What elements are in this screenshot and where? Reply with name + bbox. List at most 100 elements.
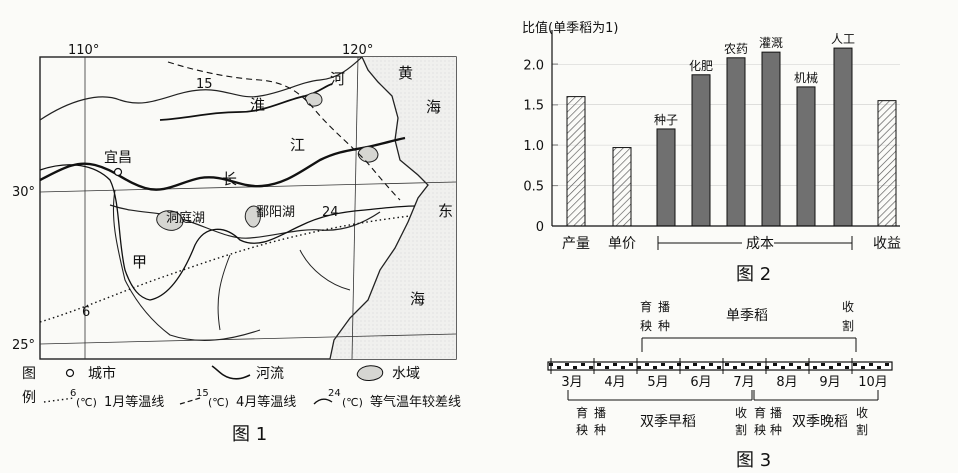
axis-dash [845,366,849,369]
legend-apr-iso-line [179,397,201,405]
legend-jan-val: 6 [70,388,76,399]
bar-7 [796,86,816,227]
huai-river [159,83,333,121]
early-end-bot: 割 [735,422,747,437]
timeline-figure: 育 播 秧 种 单季稻 收 割 3月 4月 5月 6月 7月 8月 9月 10月 育 播 秧 … [547,299,893,437]
axis-dash [869,363,873,366]
dongting-lake [156,210,184,231]
legend-apr-val: 15 [196,388,209,399]
axis-dash [741,363,745,366]
x-tick-label: 产量 [562,236,590,252]
y-tick-label: 0 [536,220,544,235]
month-label: 8月 [776,375,797,390]
late-name: 双季晚稻 [792,414,848,430]
axis-dash [613,363,617,366]
month-label: 6月 [690,375,711,390]
yichang-city-marker [113,167,123,177]
early-start-top-2: 播 [594,406,606,420]
isoline-label-15: 15 [196,77,213,92]
label-chang: 长 [222,170,237,188]
bar-label: 灌溉 [759,36,783,50]
legend-apr-label: 4月等温线 [236,394,296,410]
early-end-top: 收 [735,406,747,420]
axis-dash [709,363,713,366]
axis-dash [669,366,673,369]
axis-dash [773,363,777,366]
bars [566,47,897,227]
month-labels: 3月 4月 5月 6月 7月 8月 9月 10月 [550,358,888,390]
late-start-bot-1: 秧 [754,423,766,437]
late-start-bot-2: 种 [770,423,782,437]
axis-dash [853,363,857,366]
lon-label-120: 120° [342,43,373,58]
bar-label: 人工 [831,32,855,46]
isoline-label-6: 6 [82,305,90,320]
single-start-bot-2: 种 [658,319,670,333]
axis-dash [677,363,681,366]
axis-dash [781,366,785,369]
axis-dash [813,366,817,369]
axis-dash [797,366,801,369]
month-label: 3月 [561,375,582,390]
isoline-label-24: 24 [322,205,339,220]
cost-group-label: 成本 [746,236,774,252]
legend-tu: 图 [22,366,36,382]
late-start-top-1: 育 [754,405,766,420]
taihu-lake [357,146,379,163]
axis-dash [645,363,649,366]
isotherm-jan-6 [39,215,411,323]
boundary-west [112,189,261,341]
axis-dash [693,363,697,366]
axis-dash [565,363,569,366]
label-huai: 淮 [250,96,265,114]
axis-dash [821,363,825,366]
axis-dash [861,366,865,369]
hongze-lake [304,92,323,107]
label-yichang: 宜昌 [104,150,132,166]
legend-city-icon [65,368,75,378]
axis-dash [837,363,841,366]
legend-water-label: 水域 [392,366,420,382]
axis-dash [629,363,633,366]
legend-water-icon [356,365,384,381]
lat-label-30: 30° [12,185,35,200]
axis-dash [805,363,809,366]
y-tick-label: 1.5 [523,99,544,114]
legend-range-unit: (℃) [342,396,363,409]
month-label: 4月 [604,375,625,390]
parallel-30 [39,181,457,193]
meridian-120 [351,56,359,360]
bar-label: 机械 [794,70,818,85]
axis-dash [573,366,577,369]
boundary-east [217,249,351,331]
month-label: 5月 [647,375,668,390]
legend-jan-iso-line [43,397,75,403]
bar-label: 农药 [724,42,748,56]
early-name: 双季早稻 [640,414,696,430]
axis-dash [757,363,761,366]
single-start-bot-1: 秧 [640,319,652,333]
bar-label: 种子 [654,113,678,127]
x-tick-label: 单价 [608,236,636,252]
bar-8 [833,47,853,227]
legend-city-label: 城市 [88,365,116,382]
axis-dash [581,363,585,366]
late-end-top: 收 [856,406,868,420]
axis-dash [877,366,881,369]
parallel-25 [39,333,457,345]
month-label: 9月 [819,375,840,390]
month-label: 10月 [858,375,888,390]
axis-dash [725,363,729,366]
legend-apr-unit: (℃) [208,396,229,409]
axis-dash [701,366,705,369]
sea-area [330,57,456,359]
label-poyang: 鄱阳湖 [256,205,295,220]
label-huang: 黄 [398,64,413,82]
legend-jan-unit: (℃) [76,396,97,409]
chart-ylabel: 比值(单季稻为1) [522,20,618,36]
axis-dash [621,366,625,369]
single-start-top-2: 播 [658,300,670,314]
map-figure [39,56,457,360]
label-jiang: 江 [290,136,305,154]
